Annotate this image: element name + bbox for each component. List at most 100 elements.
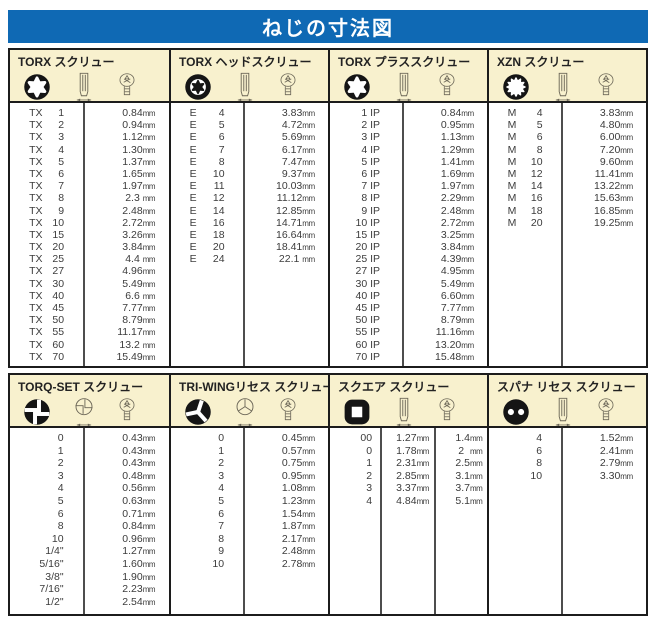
value-cell: 5.69mm: [281, 131, 315, 144]
screw-side-icon: [551, 71, 575, 102]
screw-top-icon: [436, 71, 458, 102]
value-cell: 13.22mm: [594, 180, 633, 193]
size-cell: E 24: [189, 253, 225, 266]
value-cell: 2.85mm: [396, 469, 429, 482]
value-column: 3.83mm 4.80mm 6.00mm 7.20mm 9.60mm 11.41mm 13.…: [561, 103, 646, 366]
size-cell: 2: [218, 457, 225, 470]
value-column: 0.43mm 0.43mm 0.43mm 0.48mm 0.56mm 0.63mm 0.71…: [83, 428, 169, 614]
value-cell: 3.83mm: [599, 107, 633, 119]
value-cell: 1.37mm: [122, 155, 156, 168]
size-cell: 7: [218, 520, 225, 533]
value-cell: 2.29mm: [440, 192, 474, 205]
value-cell: 0.94mm: [122, 119, 156, 132]
value-cell: 16.64mm: [276, 228, 315, 241]
value-cell: 1.97mm: [122, 180, 156, 193]
section-torx-screw: TORX スクリュー TX 1 TX 2 TX 3 TX 4 TX 5 TX 6 TX 7 TX 8 TX 9 TX 1…: [10, 50, 169, 366]
size-cell: TX 40: [29, 289, 65, 302]
value-cell: 1.78mm: [396, 444, 429, 457]
value-cell: 1.29mm: [440, 143, 474, 156]
value-cell: 3.84mm: [440, 241, 474, 254]
value-cell: 3.1mm: [455, 469, 483, 482]
value-cell: 0.75mm: [281, 457, 315, 470]
section-icons: [18, 70, 166, 101]
size-cell: 5: [218, 494, 225, 507]
value-cell: 6.6 mm: [125, 289, 156, 302]
section-title: TRI-WINGリセス スクリュー: [179, 380, 328, 394]
value-cell: 2.5mm: [455, 457, 483, 470]
value-cell: 7.77mm: [122, 302, 156, 314]
size-cell: 55 IP: [355, 326, 381, 339]
size-cell: E 14: [189, 204, 225, 217]
size-cell: 70 IP: [355, 350, 381, 363]
section-torx-plus-screw: TORX プラススクリュー 1 IP 2 IP 3 IP 4 IP 5 IP 6 IP 7 I…: [328, 50, 487, 366]
size-cell: TX 20: [29, 241, 65, 254]
value-cell: 9.60mm: [599, 155, 633, 168]
size-cell: 0: [366, 444, 373, 457]
size-cell: 4: [218, 482, 225, 495]
size-cell: 1 IP: [361, 107, 381, 119]
size-column: E 4 E 5 E 6 E 7 E 8 E 10 E 11 E 12 E 14 E 16 E 18 E 20 E 24: [171, 107, 243, 366]
size-cell: 3: [57, 469, 64, 482]
size-column: 1 IP 2 IP 3 IP 4 IP 5 IP 6 IP 7 IP 8 IP 9 IP 10 I…: [330, 107, 402, 366]
value-cell: 3.25mm: [440, 228, 474, 241]
value-cell: 4.39mm: [440, 253, 474, 266]
value-cell: 0.95mm: [440, 119, 474, 132]
size-cell: 10: [530, 469, 543, 482]
value-cell: 2.3 mm: [125, 192, 156, 205]
section-title: スクエア スクリュー: [338, 380, 450, 394]
size-cell: TX 8: [29, 192, 65, 205]
size-cell: TX 60: [29, 338, 65, 351]
size-cell: 10 IP: [355, 216, 381, 229]
size-cell: 7 IP: [361, 180, 381, 193]
screw-top-icon: [277, 396, 299, 427]
size-column: 0 1 2 3 4 5 6 8 10 1/4" 5/16" 3/8" 7/16" 1/2": [10, 432, 83, 614]
size-cell: TX 6: [29, 167, 65, 180]
value-cell: 0.43mm: [122, 457, 156, 470]
value-cell: 1.69mm: [440, 167, 474, 180]
size-cell: TX 55: [29, 326, 65, 339]
section-header: TORQ-SET スクリュー: [10, 375, 169, 428]
value-cell: 1.65mm: [122, 167, 156, 180]
screw-top-icon: [436, 396, 458, 427]
size-cell: 4 IP: [361, 143, 381, 156]
section-title: TORX プラススクリュー: [338, 55, 471, 69]
size-cell: TX 3: [29, 131, 65, 144]
size-cell: TX 2: [29, 119, 65, 132]
page-title: ねじの寸法図: [262, 18, 394, 40]
value-cell: 1.97mm: [440, 180, 474, 193]
value-cell: 0.84mm: [122, 520, 156, 533]
section-header: TORX ヘッドスクリュー: [171, 50, 328, 103]
value-cell: 1.52mm: [599, 432, 633, 444]
size-cell: 4: [536, 432, 543, 444]
value-cell: 3.30mm: [599, 469, 633, 482]
screw-side-icon: [233, 71, 257, 102]
value-cell: 15.63mm: [594, 192, 633, 205]
size-cell: TX 45: [29, 302, 65, 314]
value-cell: 11.12mm: [276, 192, 315, 205]
value-cell: 12.85mm: [276, 204, 315, 217]
value-cell: 1.23mm: [281, 494, 315, 507]
size-cell: M 20: [507, 216, 543, 229]
value-cell: 13.20mm: [435, 338, 474, 351]
value-cell: 1.27mm: [122, 545, 156, 558]
size-cell: E 10: [189, 167, 225, 180]
size-cell: 3 IP: [361, 131, 381, 144]
value-column: 0.84mm 0.94mm 1.12mm 1.30mm 1.37mm 1.65mm 1.97…: [83, 103, 169, 366]
value-cell: 7.77mm: [440, 302, 474, 314]
size-cell: 40 IP: [355, 289, 381, 302]
value-cell: 2.78mm: [281, 557, 315, 570]
section-title: スパナ リセス スクリュー: [497, 380, 636, 394]
value-cell: 11.16mm: [435, 326, 474, 339]
value-cell: 8.79mm: [440, 314, 474, 327]
value-cell: 4.4 mm: [125, 253, 156, 266]
value-cell: 4.95mm: [440, 265, 474, 278]
value-cell: 6.00mm: [599, 131, 633, 144]
size-cell: 5 IP: [361, 155, 381, 168]
section-table: M 4 M 5 M 6 M 8 M 10 M 12 M 14 M 16 M 18 M 20 3.83mm 4.80mm 6.…: [489, 103, 646, 366]
